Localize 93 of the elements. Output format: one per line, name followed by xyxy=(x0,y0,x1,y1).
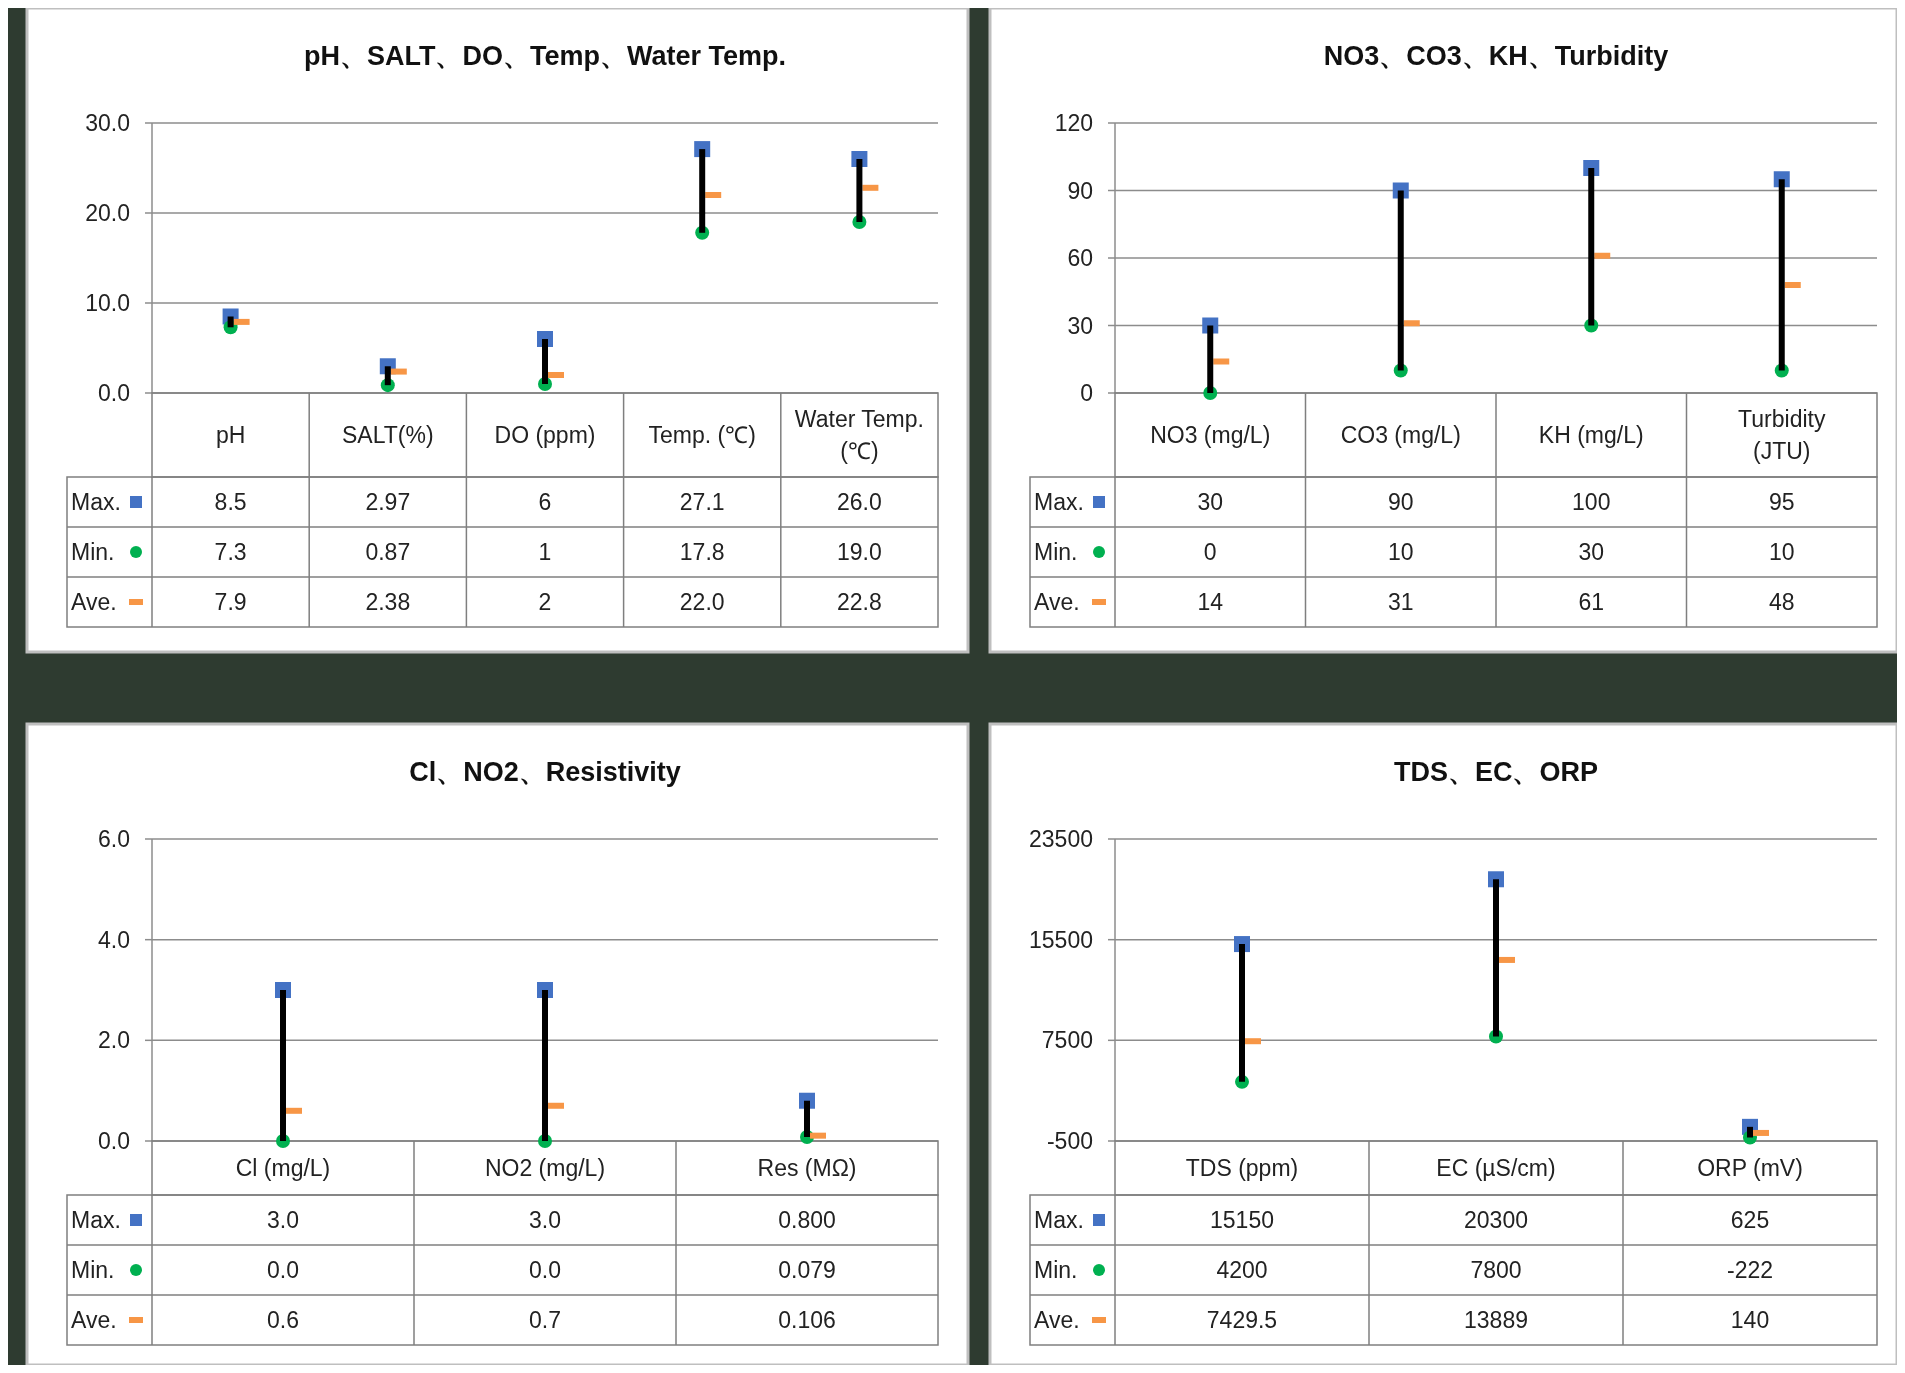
data-label: 0 xyxy=(1203,539,1217,566)
data-label: 22.8 xyxy=(837,589,882,616)
data-label: 0.87 xyxy=(365,539,411,566)
x-tick-label: Res (MΩ) xyxy=(757,1155,857,1182)
y-tick-label: 2.0 xyxy=(98,1027,130,1054)
data-label: 0.800 xyxy=(778,1207,836,1234)
legend-label: Ave. xyxy=(1034,1307,1080,1334)
x-tick-label: SALT(%) xyxy=(342,422,434,449)
data-label: 27.1 xyxy=(679,489,725,516)
y-tick-label: 6.0 xyxy=(98,826,130,853)
data-label: 7429.5 xyxy=(1206,1307,1278,1334)
y-tick-label: 120 xyxy=(1054,110,1093,137)
data-label: 1 xyxy=(538,539,552,566)
data-label: 61 xyxy=(1578,589,1605,616)
data-label: 48 xyxy=(1768,589,1795,616)
y-tick-label: 10.0 xyxy=(85,290,130,317)
data-label: 17.8 xyxy=(679,539,725,566)
data-label: 26.0 xyxy=(837,489,882,516)
legend-label: Ave. xyxy=(71,1307,117,1334)
x-tick-label: KH (mg/L) xyxy=(1538,422,1644,449)
x-tick-label: Turbidity (JTU) xyxy=(1738,406,1826,465)
legend-label: Min. xyxy=(71,539,115,566)
legend-label: Max. xyxy=(71,489,121,516)
legend-label: Max. xyxy=(1034,1207,1084,1234)
x-tick-label: NO2 (mg/L) xyxy=(484,1155,606,1182)
data-label: 7.3 xyxy=(214,539,247,566)
data-label: 14 xyxy=(1197,589,1224,616)
x-tick-label: ORP (mV) xyxy=(1697,1155,1803,1182)
x-tick-label: EC (µS/cm) xyxy=(1436,1155,1556,1182)
data-label: 13889 xyxy=(1464,1307,1528,1334)
y-tick-label: 7500 xyxy=(1041,1027,1093,1054)
data-label: 15150 xyxy=(1210,1207,1274,1234)
legend-label: Min. xyxy=(1034,539,1078,566)
y-tick-label: 20.0 xyxy=(85,200,130,227)
chart-title: Cl、NO2、Resistivity xyxy=(409,757,681,787)
data-label: 0.0 xyxy=(529,1257,561,1284)
x-tick-label: CO3 (mg/L) xyxy=(1340,422,1461,449)
y-tick-label: 30.0 xyxy=(85,110,130,137)
data-label: 22.0 xyxy=(679,589,725,616)
legend-label: Ave. xyxy=(71,589,117,616)
y-tick-label: 90 xyxy=(1067,177,1093,204)
y-tick-label: -500 xyxy=(1046,1128,1093,1155)
data-label: 0.6 xyxy=(267,1307,299,1334)
data-label: 0.079 xyxy=(778,1257,836,1284)
data-label: 625 xyxy=(1730,1207,1770,1234)
chart-title: TDS、EC、ORP xyxy=(1393,757,1599,787)
data-label: 19.0 xyxy=(837,539,882,566)
data-label: 95 xyxy=(1768,489,1795,516)
data-label: 2 xyxy=(538,589,552,616)
data-label: 20300 xyxy=(1464,1207,1528,1234)
data-label: 10 xyxy=(1387,539,1414,566)
data-label: 6 xyxy=(538,489,552,516)
x-tick-label: pH xyxy=(215,422,246,449)
x-tick-label: Water Temp. (℃) xyxy=(794,406,924,465)
chart-title: NO3、CO3、KH、Turbidity xyxy=(1323,41,1669,71)
legend-label: Ave. xyxy=(1034,589,1080,616)
data-label: 3.0 xyxy=(267,1207,299,1234)
data-label: 90 xyxy=(1387,489,1414,516)
y-tick-label: 15500 xyxy=(1029,926,1093,953)
data-label: 4200 xyxy=(1216,1257,1268,1284)
x-tick-label: DO (ppm) xyxy=(494,422,596,449)
data-label: 140 xyxy=(1730,1307,1770,1334)
legend-label: Min. xyxy=(71,1257,115,1284)
data-label: 0.106 xyxy=(778,1307,836,1334)
y-tick-label: 0 xyxy=(1080,380,1093,407)
legend-label: Min. xyxy=(1034,1257,1078,1284)
data-label: 0.7 xyxy=(529,1307,561,1334)
data-label: 7800 xyxy=(1470,1257,1522,1284)
x-tick-label: TDS (ppm) xyxy=(1185,1155,1299,1182)
x-tick-label: Cl (mg/L) xyxy=(235,1155,331,1182)
y-tick-label: 0.0 xyxy=(98,1128,130,1155)
y-tick-label: 0.0 xyxy=(98,380,130,407)
data-label: 0.0 xyxy=(267,1257,299,1284)
y-tick-label: 30 xyxy=(1067,312,1093,339)
legend-label: Max. xyxy=(71,1207,121,1234)
data-label: 30 xyxy=(1578,539,1605,566)
data-label: 30 xyxy=(1197,489,1224,516)
x-tick-label: Temp. (℃) xyxy=(648,422,756,449)
chart-title: pH、SALT、DO、Temp、Water Temp. xyxy=(303,41,787,71)
y-tick-label: 23500 xyxy=(1029,826,1093,853)
legend-label: Max. xyxy=(1034,489,1084,516)
data-label: 2.97 xyxy=(365,489,411,516)
data-label: 2.38 xyxy=(365,589,411,616)
data-label: 100 xyxy=(1572,489,1611,516)
data-label: 3.0 xyxy=(529,1207,561,1234)
data-label: 7.9 xyxy=(214,589,247,616)
data-label: 10 xyxy=(1768,539,1795,566)
y-tick-label: 60 xyxy=(1067,245,1093,272)
data-label: -222 xyxy=(1726,1257,1774,1284)
x-tick-label: NO3 (mg/L) xyxy=(1150,422,1271,449)
y-tick-label: 4.0 xyxy=(98,926,130,953)
data-label: 8.5 xyxy=(214,489,247,516)
data-label: 31 xyxy=(1387,589,1414,616)
